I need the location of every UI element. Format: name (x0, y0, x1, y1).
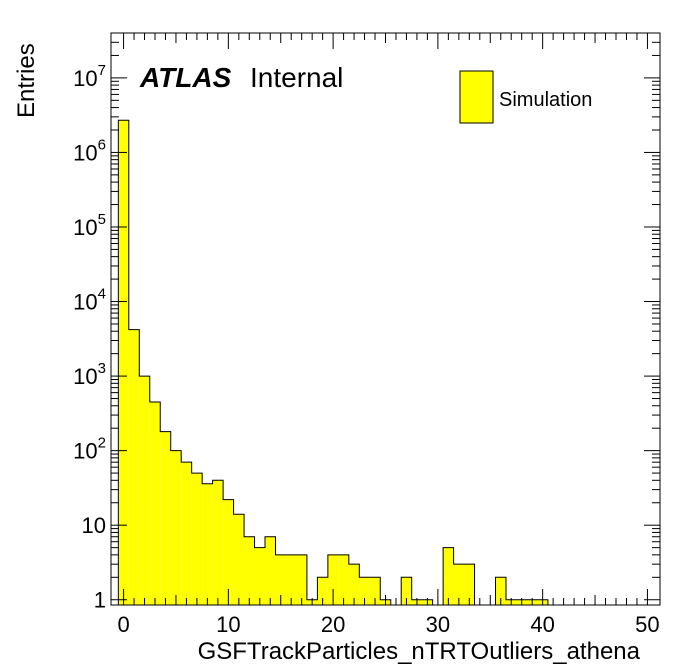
y-tick-label: 1 (94, 588, 106, 613)
x-axis-title: GSFTrackParticles_nTRTOutliers_athena (198, 638, 641, 665)
histogram-bar (369, 577, 381, 605)
histogram-bar (443, 547, 454, 605)
histogram-outline (117, 119, 653, 606)
histogram-bar (254, 547, 266, 605)
x-tick-label: 30 (426, 612, 450, 637)
x-tick-label: 10 (216, 612, 240, 637)
x-tick-label: 0 (117, 612, 129, 637)
x-tick-labels: 0 10 20 30 40 50 (117, 612, 659, 637)
histogram-bar (170, 450, 182, 605)
atlas-label: ATLAS (139, 62, 232, 93)
histogram-bar (317, 577, 328, 605)
histogram-bar (265, 536, 276, 605)
histogram-bar (275, 554, 286, 605)
histogram-bar (285, 554, 297, 605)
histogram-bar (296, 554, 307, 605)
y-tick-labels: 1 10 102 103 104 105 106 107 (73, 62, 106, 613)
y-tick-label: 103 (73, 360, 106, 389)
histogram-bar (223, 499, 234, 605)
histogram-bar (359, 577, 370, 605)
histogram-bar (202, 483, 213, 605)
y-tick-label: 107 (73, 62, 106, 91)
y-tick-label: 10 (82, 513, 106, 538)
internal-label: Internal (250, 62, 343, 93)
histogram-bar (348, 564, 360, 605)
y-axis-title: Entries (13, 43, 40, 118)
x-tick-label: 50 (635, 612, 659, 637)
x-tick-label: 20 (321, 612, 345, 637)
histogram-bar (128, 329, 140, 605)
histogram-bar (244, 536, 255, 605)
histogram-bar (453, 564, 465, 605)
histogram-bar (181, 462, 192, 605)
axis-ticks (111, 32, 660, 605)
y-tick-label: 102 (73, 435, 106, 464)
legend-label: Simulation (499, 89, 592, 111)
y-tick-label: 104 (73, 286, 106, 315)
histogram-bar (338, 554, 349, 605)
histogram-bar (212, 480, 224, 605)
histogram-bar (149, 401, 161, 605)
histogram-bar (233, 514, 245, 605)
histogram-bar (401, 577, 412, 605)
y-tick-label: 105 (73, 211, 106, 240)
histogram-bars (117, 119, 653, 606)
histogram-bar (327, 554, 339, 605)
histogram-bar (139, 376, 150, 605)
x-tick-label: 40 (530, 612, 554, 637)
y-tick-label: 106 (73, 136, 106, 165)
histogram-bar (160, 431, 171, 605)
legend-swatch (459, 70, 494, 124)
histogram-bar (191, 473, 203, 605)
plot-frame (110, 32, 661, 606)
histogram-bar (464, 564, 475, 605)
histogram-bar (495, 577, 506, 605)
histogram-bar (118, 120, 129, 605)
legend: Simulation (459, 70, 592, 124)
